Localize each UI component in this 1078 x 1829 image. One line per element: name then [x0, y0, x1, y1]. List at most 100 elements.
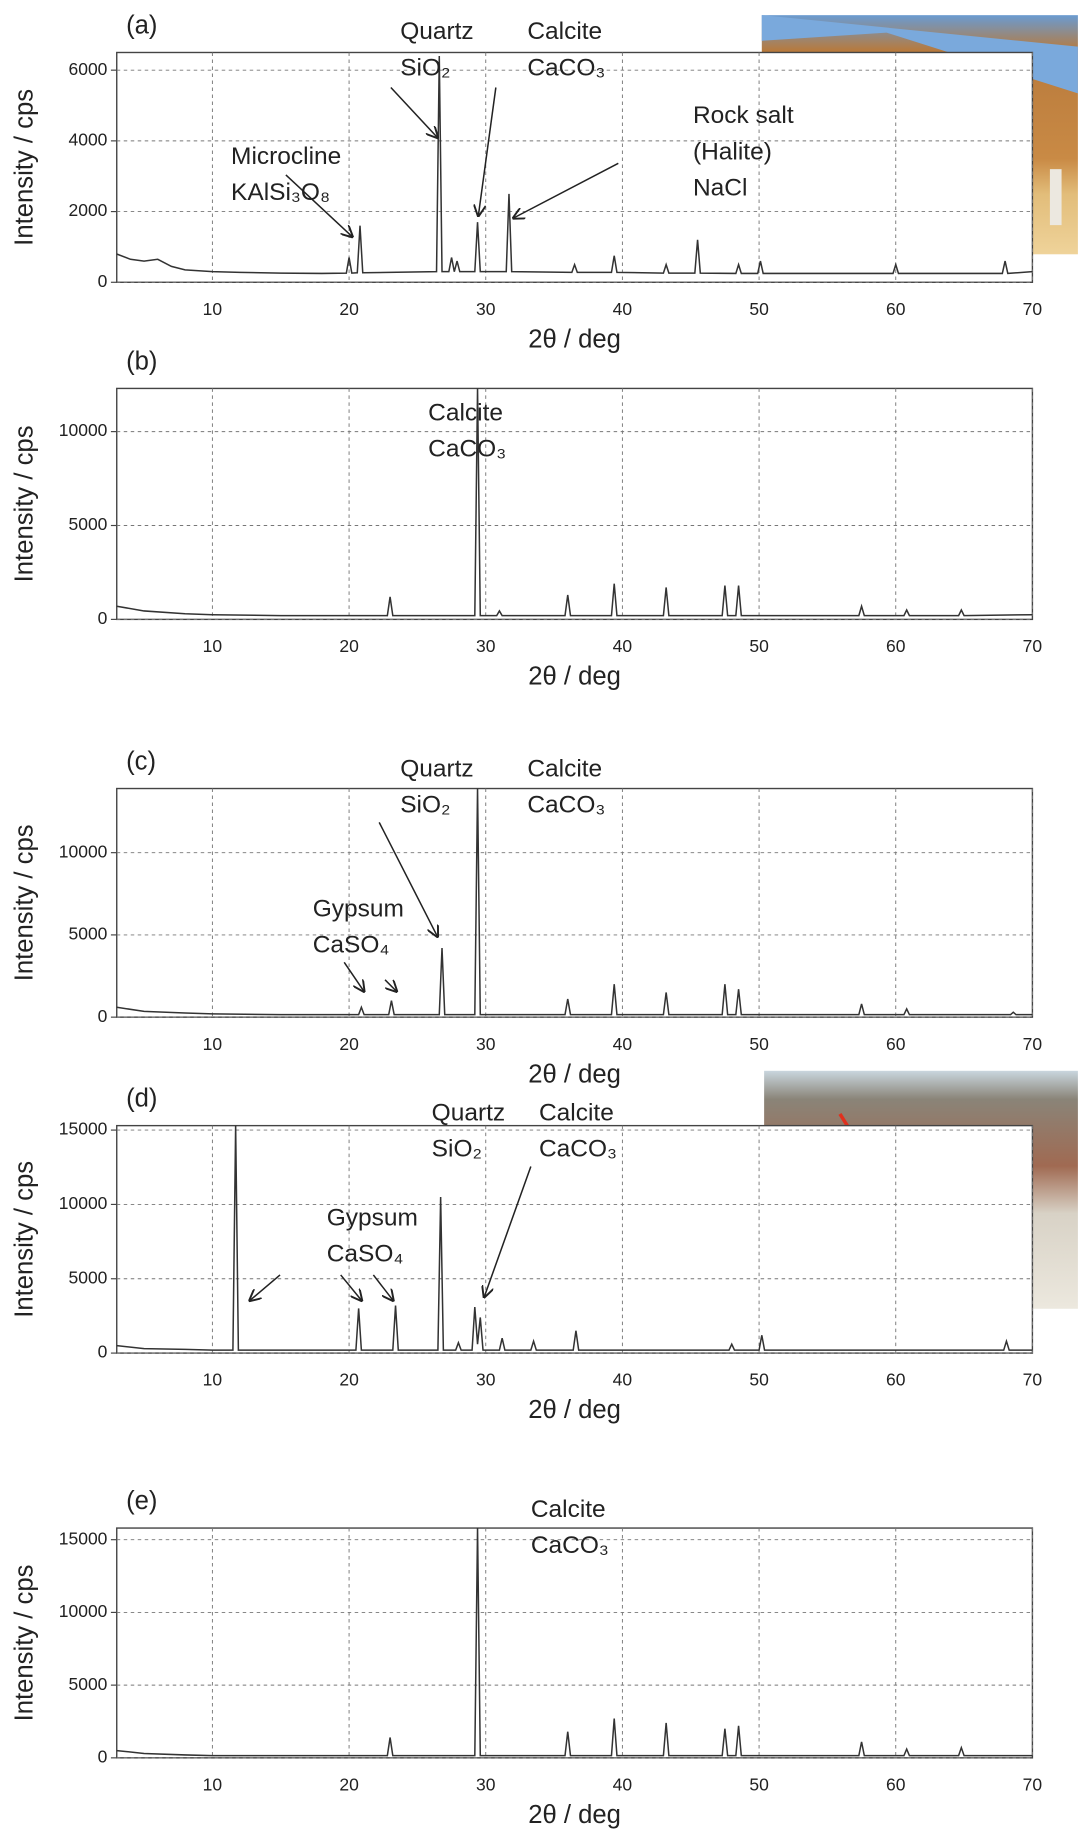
annotation-text: Quartz [400, 755, 473, 782]
annotation-arrow [340, 1274, 362, 1301]
x-tick-label: 30 [476, 299, 496, 319]
y-tick-label: 10000 [59, 1193, 108, 1213]
annotation-text: Microcline [231, 143, 341, 170]
annotation-arrow [250, 1274, 281, 1301]
y-axis-title: Intensity / cps [11, 425, 39, 582]
chart-panel: 10 20 30 40 50 60 70 0 5000 10000 (b) 2θ / deg Inten… [11, 348, 1043, 691]
y-tick-label: 0 [98, 1006, 108, 1026]
annotation-text: Gypsum [327, 1204, 418, 1231]
panel-label: (b) [126, 348, 157, 376]
annotation-arrow [390, 86, 438, 137]
annotation-text: CaCO₃ [527, 791, 605, 818]
x-axis-title: 2θ / deg [528, 1801, 621, 1829]
annotation-arrow [343, 961, 364, 991]
x-tick-label: 30 [476, 636, 496, 656]
y-axis-title: Intensity / cps [11, 89, 39, 246]
annotation-text: CaCO₃ [527, 54, 605, 81]
annotation-arrow [372, 1274, 393, 1301]
x-tick-label: 50 [749, 636, 769, 656]
chart-panel: 10 20 30 40 50 60 70 0 5000 10000 (c) 2θ / deg Inten… [11, 748, 1043, 1089]
x-tick-label: 60 [886, 1370, 906, 1390]
y-tick-label: 0 [98, 1746, 108, 1766]
y-tick-label: 0 [98, 1342, 108, 1362]
panel-label: (d) [126, 1085, 157, 1113]
x-tick-label: 10 [203, 636, 223, 656]
x-axis-title: 2θ / deg [528, 662, 621, 690]
x-tick-label: 50 [749, 299, 769, 319]
panel-label: (c) [126, 748, 156, 776]
annotation-arrow [484, 1166, 532, 1297]
x-tick-label: 60 [886, 299, 906, 319]
spectrum-line [116, 1125, 1033, 1351]
x-tick-label: 30 [476, 1370, 496, 1390]
y-tick-label: 15000 [59, 1528, 108, 1548]
annotation-arrow [285, 174, 352, 237]
y-tick-label: 5000 [69, 924, 108, 944]
spectrum-line [116, 388, 1033, 617]
x-axis-title: 2θ / deg [528, 1060, 621, 1088]
annotation-text: (Halite) [693, 138, 772, 165]
x-tick-label: 20 [339, 1370, 359, 1390]
y-tick-label: 10000 [59, 420, 108, 440]
annotation-arrow [384, 979, 397, 992]
x-tick-label: 40 [613, 636, 633, 656]
annotation-text: CaSO₄ [313, 931, 390, 958]
y-tick-label: 0 [98, 608, 108, 628]
annotation-arrow [378, 822, 437, 936]
plot-area [116, 1124, 1034, 1354]
annotation-text: SiO₂ [432, 1136, 482, 1163]
x-tick-label: 50 [749, 1034, 769, 1054]
x-tick-label: 70 [1023, 1774, 1043, 1794]
chart-panel: 10 20 30 40 50 60 70 0 5000 10000 15000 (d) 2θ / deg… [11, 1085, 1043, 1424]
y-tick-label: 10000 [59, 1601, 108, 1621]
annotation-text: NaCl [693, 174, 747, 201]
x-tick-label: 70 [1023, 1034, 1043, 1054]
x-tick-label: 10 [203, 299, 223, 319]
annotation-text: Calcite [428, 400, 503, 427]
annotation-text: CaCO₃ [531, 1532, 609, 1559]
panel-label: (a) [126, 12, 157, 40]
x-tick-label: 10 [203, 1034, 223, 1054]
y-tick-label: 6000 [69, 59, 108, 79]
x-tick-label: 60 [886, 636, 906, 656]
chart-panel: 10 20 30 40 50 60 70 0 5000 10000 15000 (e) 2θ / deg… [11, 1487, 1043, 1829]
annotation-text: CaCO₃ [428, 436, 506, 463]
x-tick-label: 40 [613, 299, 633, 319]
x-tick-label: 60 [886, 1774, 906, 1794]
y-axis-title: Intensity / cps [11, 824, 39, 981]
x-tick-label: 40 [613, 1034, 633, 1054]
x-axis-title: 2θ / deg [528, 1396, 621, 1424]
y-tick-label: 5000 [69, 1267, 108, 1287]
x-tick-label: 50 [749, 1774, 769, 1794]
x-tick-label: 10 [203, 1370, 223, 1390]
x-tick-label: 60 [886, 1034, 906, 1054]
panel-label: (e) [126, 1487, 157, 1515]
annotation-text: Quartz [432, 1099, 505, 1126]
plot-area [116, 787, 1034, 1018]
x-tick-label: 20 [339, 636, 359, 656]
annotation-text: Calcite [531, 1496, 606, 1523]
annotation-text: CaSO₄ [327, 1241, 404, 1268]
y-axis-title: Intensity / cps [11, 1565, 39, 1722]
annotation-arrow [513, 162, 619, 218]
x-tick-label: 70 [1023, 1370, 1043, 1390]
y-axis-title: Intensity / cps [11, 1161, 39, 1318]
x-tick-label: 20 [339, 1774, 359, 1794]
annotation-text: CaCO₃ [539, 1136, 617, 1163]
spectrum-line [116, 1528, 1033, 1757]
x-tick-label: 40 [613, 1774, 633, 1794]
x-tick-label: 40 [613, 1370, 633, 1390]
annotation-text: Calcite [527, 18, 602, 45]
y-tick-label: 15000 [59, 1119, 108, 1139]
annotation-text: Calcite [527, 755, 602, 782]
y-tick-label: 10000 [59, 841, 108, 861]
annotation-text: Gypsum [313, 895, 404, 922]
y-tick-label: 0 [98, 271, 108, 291]
y-tick-label: 5000 [69, 1674, 108, 1694]
x-tick-label: 10 [203, 1774, 223, 1794]
spectrum-line [116, 56, 1033, 275]
y-tick-label: 4000 [69, 129, 108, 149]
plot-area [116, 1527, 1034, 1759]
plot-area [116, 51, 1034, 283]
